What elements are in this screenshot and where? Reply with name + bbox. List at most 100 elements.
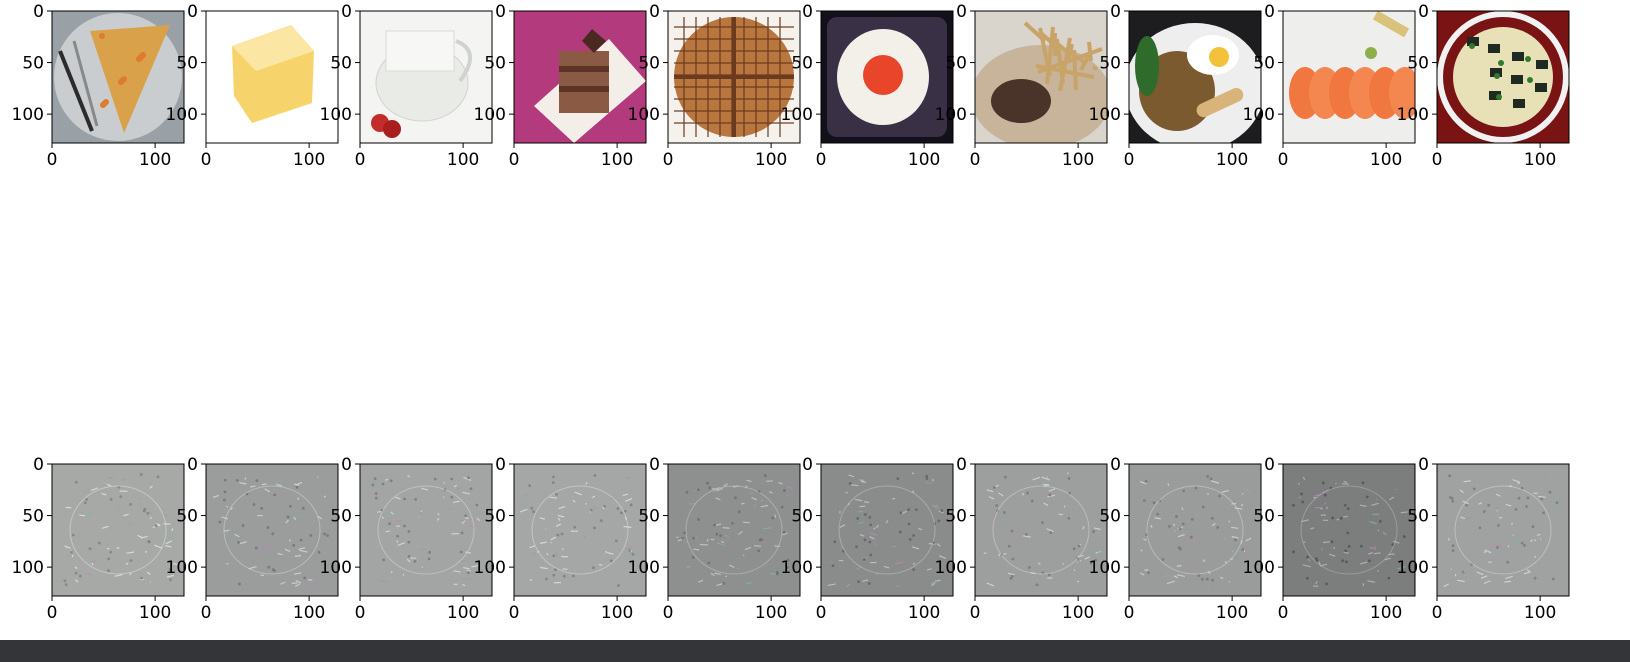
x-tick-label: 0 (1432, 603, 1443, 623)
y-tick-label: 100 (1397, 558, 1429, 578)
x-tick-label: 100 (293, 603, 325, 623)
x-tick-label: 100 (908, 603, 940, 623)
panel-image-saliency-milk (360, 464, 492, 596)
y-tick-label: 0 (187, 455, 198, 475)
y-tick-label: 0 (802, 455, 813, 475)
y-tick-label: 0 (649, 455, 660, 475)
panel-image-miso-soup (1437, 11, 1569, 143)
y-tick-label: 0 (1418, 2, 1429, 22)
x-tick-label: 100 (1062, 150, 1094, 170)
panel-r1c5: 0 50 100 0 100 (781, 455, 954, 623)
x-tick-label: 100 (1370, 150, 1402, 170)
y-tick-label: 50 (1099, 507, 1121, 527)
panel-r1c0: 0 50 100 0 100 (12, 455, 185, 623)
y-tick-label: 50 (1407, 54, 1429, 74)
panel-r0c2: 0 50 100 0 100 (320, 2, 493, 170)
x-tick-label: 100 (447, 150, 479, 170)
y-tick-label: 100 (166, 558, 198, 578)
axes-frame (205, 463, 339, 597)
y-tick-label: 100 (474, 558, 506, 578)
axes-frame (1436, 463, 1570, 597)
panel-image-saliency-noodles (1129, 464, 1261, 596)
x-tick-label: 100 (755, 150, 787, 170)
x-tick-label: 100 (139, 150, 171, 170)
y-tick-label: 100 (1397, 105, 1429, 125)
panel-image-fried-noodles (1129, 11, 1261, 143)
panel-r1c3: 0 50 100 0 100 (474, 455, 647, 623)
y-tick-label: 100 (1243, 558, 1275, 578)
axes-frame (820, 10, 954, 144)
y-tick-label: 0 (187, 2, 198, 22)
x-tick-label: 0 (1278, 603, 1289, 623)
y-tick-label: 100 (1089, 558, 1121, 578)
x-tick-label: 100 (1062, 603, 1094, 623)
panel-image-saliency-sashimi (1283, 464, 1415, 596)
axes-frame (974, 10, 1108, 144)
bottom-status-bar (0, 640, 1630, 662)
y-tick-label: 50 (330, 507, 352, 527)
x-tick-label: 100 (1216, 603, 1248, 623)
x-tick-label: 100 (293, 150, 325, 170)
x-tick-label: 0 (663, 603, 674, 623)
axes-frame (513, 463, 647, 597)
y-tick-label: 50 (22, 507, 44, 527)
panel-r0c4: 0 50 100 0 100 (628, 2, 801, 170)
axes-frame (1128, 10, 1262, 144)
x-tick-label: 0 (970, 150, 981, 170)
y-tick-label: 100 (1089, 105, 1121, 125)
y-tick-label: 50 (330, 54, 352, 74)
axes-frame (205, 10, 339, 144)
y-tick-label: 50 (176, 54, 198, 74)
y-tick-label: 100 (781, 558, 813, 578)
y-tick-label: 100 (12, 558, 44, 578)
y-tick-label: 100 (12, 105, 44, 125)
x-tick-label: 100 (447, 603, 479, 623)
panel-r1c6: 0 50 100 0 100 (935, 455, 1108, 623)
image-grid-chart: 0 50 100 0 100 0 50 100 0 100 0 50 100 0 100 0 50 100 0 100… (12, 2, 1570, 623)
y-tick-label: 0 (495, 2, 506, 22)
y-tick-label: 100 (628, 105, 660, 125)
x-tick-label: 0 (1432, 150, 1443, 170)
y-tick-label: 50 (1253, 507, 1275, 527)
y-tick-label: 100 (628, 558, 660, 578)
panel-r0c1: 0 50 100 0 100 (166, 2, 339, 170)
panel-image-saliency-egg (821, 464, 953, 596)
figure: 0 50 100 0 100 0 50 100 0 100 0 50 100 0 100 0 50 100 0 100… (12, 2, 1570, 623)
x-tick-label: 100 (1524, 603, 1556, 623)
panel-image-saliency-pizza (52, 464, 184, 596)
y-tick-label: 0 (1264, 2, 1275, 22)
panel-r0c5: 0 50 100 0 100 (781, 2, 954, 170)
y-tick-label: 50 (1407, 507, 1429, 527)
x-tick-label: 0 (1124, 150, 1135, 170)
y-tick-label: 50 (484, 54, 506, 74)
x-tick-label: 0 (355, 603, 366, 623)
panel-image-fried-egg (821, 11, 953, 143)
axes-frame (667, 463, 801, 597)
axes-frame (359, 10, 493, 144)
y-tick-label: 0 (1418, 455, 1429, 475)
axes-frame (974, 463, 1108, 597)
y-tick-label: 50 (638, 507, 660, 527)
y-tick-label: 100 (320, 105, 352, 125)
panel-image-chocolate-cake (514, 11, 646, 143)
y-tick-label: 100 (935, 558, 967, 578)
panel-r1c9: 0 50 100 0 100 (1397, 455, 1570, 623)
axes-frame (1128, 463, 1262, 597)
y-tick-label: 100 (935, 105, 967, 125)
panel-r1c1: 0 50 100 0 100 (166, 455, 339, 623)
y-tick-label: 50 (638, 54, 660, 74)
y-tick-label: 50 (791, 54, 813, 74)
y-tick-label: 0 (33, 2, 44, 22)
y-tick-label: 0 (649, 2, 660, 22)
axes-frame (667, 10, 801, 144)
y-tick-label: 50 (1099, 54, 1121, 74)
axes-frame (513, 10, 647, 144)
y-tick-label: 50 (945, 54, 967, 74)
panel-image-saliency-cake (514, 464, 646, 596)
panel-image-waffle (668, 11, 800, 143)
x-tick-label: 100 (1524, 150, 1556, 170)
x-tick-label: 0 (663, 150, 674, 170)
x-tick-label: 100 (755, 603, 787, 623)
y-tick-label: 0 (1110, 2, 1121, 22)
x-tick-label: 0 (201, 603, 212, 623)
